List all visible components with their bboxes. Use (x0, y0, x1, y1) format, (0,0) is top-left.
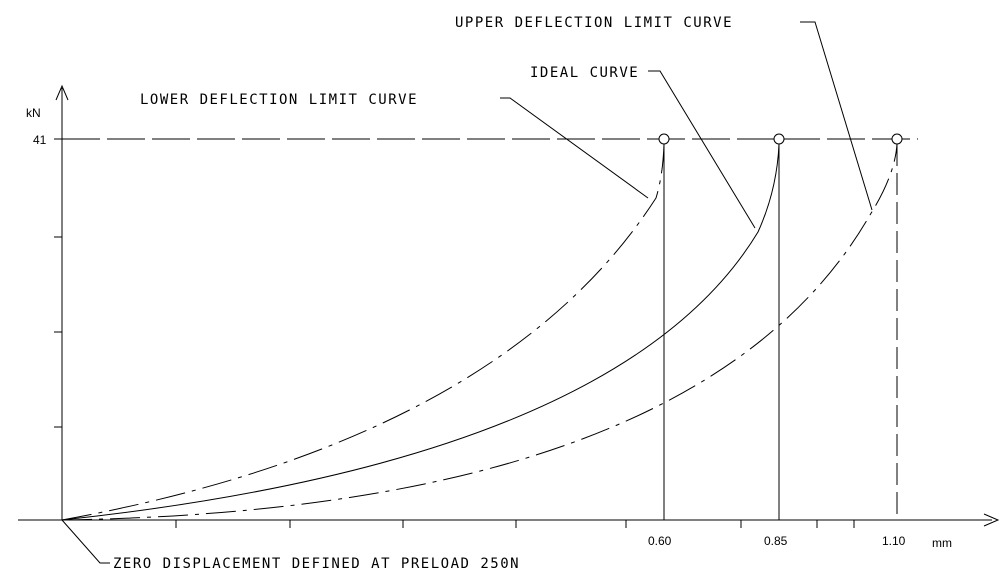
series-upper-curve (61, 143, 898, 521)
x-unit-label: mm (932, 536, 952, 550)
y-axis-arrow (55, 84, 69, 101)
series-ideal-curve (61, 143, 780, 521)
endpoint-lower (658, 133, 670, 145)
x-ticks (175, 520, 855, 528)
label-origin-note: ZERO DISPLACEMENT DEFINED AT PRELOAD 250… (113, 556, 520, 572)
leader-upper (800, 21, 873, 211)
label-upper-curve: UPPER DEFLECTION LIMIT CURVE (455, 15, 733, 31)
series-lower-curve (61, 143, 665, 521)
endpoint-upper (891, 133, 903, 145)
leader-lower (500, 97, 649, 199)
y-ticks (54, 138, 62, 428)
x-axis-arrow (983, 513, 1000, 527)
leader-origin (61, 519, 110, 564)
x-tick-label-060: 0.60 (648, 534, 672, 548)
y-unit-label: kN (26, 106, 41, 120)
x-tick-label-110: 1.10 (882, 534, 906, 548)
leader-ideal (648, 70, 756, 229)
label-lower-curve: LOWER DEFLECTION LIMIT CURVE (140, 92, 418, 108)
y-tick-label-41: 41 (33, 133, 47, 147)
label-ideal-curve: IDEAL CURVE (530, 65, 639, 81)
endpoint-ideal (773, 133, 785, 145)
x-tick-label-085: 0.85 (764, 534, 788, 548)
